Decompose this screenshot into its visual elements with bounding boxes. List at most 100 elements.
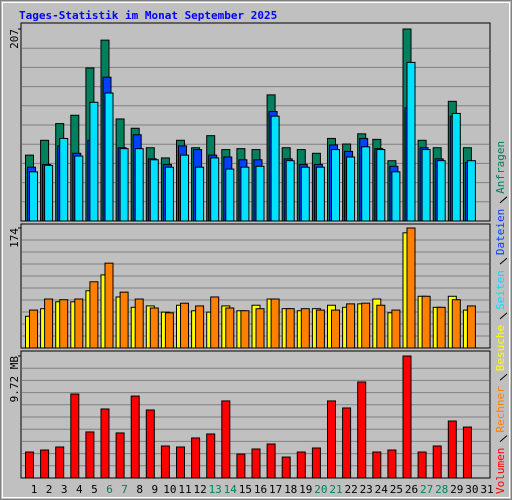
x-tick-label: 14 [224, 483, 238, 496]
bar [387, 449, 397, 479]
y-tick-label: 9.72 MB [8, 356, 21, 403]
bar [85, 431, 95, 479]
bar [270, 298, 280, 349]
bar [391, 171, 401, 222]
bar [331, 149, 340, 222]
bar [255, 308, 265, 349]
bar [406, 227, 416, 349]
bar [296, 451, 306, 479]
bar [311, 447, 321, 479]
bar [466, 160, 476, 222]
x-tick-label: 22 [344, 483, 357, 496]
bar [149, 307, 159, 349]
bar [44, 298, 54, 349]
bar [466, 305, 476, 349]
bar [327, 400, 336, 479]
bar [70, 393, 80, 479]
x-tick-label: 23 [360, 483, 373, 496]
bar [361, 146, 371, 222]
x-tick-label: 8 [136, 483, 143, 496]
bar [462, 426, 472, 479]
legend-separator [499, 373, 508, 381]
bar [266, 443, 276, 479]
bar [55, 446, 65, 479]
x-tick-label: 18 [284, 483, 297, 496]
bar [402, 355, 412, 479]
bar [285, 308, 295, 349]
bar [270, 115, 280, 222]
x-tick-label: 29 [450, 483, 463, 496]
bar [59, 137, 69, 222]
bar [240, 310, 250, 349]
x-tick-label: 12 [193, 483, 206, 496]
bar [236, 453, 246, 479]
x-tick-label: 7 [121, 483, 128, 496]
bar [240, 166, 250, 222]
bar [206, 433, 216, 479]
bar [74, 155, 84, 222]
legend-entry: Rechner [494, 386, 507, 433]
bar [285, 160, 295, 222]
x-tick-label: 27 [420, 483, 433, 496]
bar [134, 148, 144, 222]
bar [417, 451, 427, 479]
x-tick-label: 10 [163, 483, 176, 496]
bar [104, 92, 114, 222]
bar [421, 149, 431, 222]
bar [59, 299, 69, 349]
bar [89, 101, 99, 222]
legend-separator [499, 196, 508, 204]
x-tick-label: 24 [375, 483, 389, 496]
x-tick-label: 11 [178, 483, 191, 496]
bar [361, 302, 371, 349]
bar [376, 149, 386, 222]
bar [115, 432, 125, 479]
bar [89, 281, 99, 349]
bar [436, 306, 446, 349]
bar [451, 112, 461, 222]
legend-separator [499, 435, 508, 443]
legend-separator [499, 312, 508, 320]
legend-entry: Volumen [494, 448, 507, 494]
x-tick-label: 20 [314, 483, 327, 496]
x-tick-label: 31 [480, 483, 493, 496]
x-tick-label: 30 [465, 483, 478, 496]
bar [372, 451, 382, 479]
legend-entry: Seiten [494, 270, 507, 310]
bar [195, 166, 205, 222]
x-tick-label: 9 [151, 483, 158, 496]
x-tick-label: 4 [76, 483, 83, 496]
bar [436, 160, 446, 222]
chart-title: Tages-Statistik im Monat September 2025 [19, 9, 277, 22]
bar [25, 451, 34, 479]
bar [119, 148, 129, 222]
x-tick-label: 17 [269, 483, 282, 496]
bar [376, 304, 386, 349]
bar [315, 309, 325, 349]
bar [195, 305, 205, 349]
bar [130, 395, 140, 479]
legend-separator [499, 257, 508, 265]
bar [221, 400, 231, 479]
x-tick-label: 26 [405, 483, 418, 496]
legend-entry: Anfragen [494, 141, 507, 194]
x-tick-label: 1 [31, 483, 38, 496]
x-tick-label: 15 [239, 483, 252, 496]
bar [40, 449, 50, 479]
y-tick-label: 174 [8, 228, 21, 248]
bar [191, 437, 201, 479]
bar [160, 445, 170, 479]
bar [406, 61, 416, 222]
bar [44, 164, 54, 222]
x-tick-label: 28 [435, 483, 448, 496]
bar [315, 166, 325, 222]
bar [210, 157, 220, 222]
bar [225, 307, 235, 349]
x-tick-label: 19 [299, 483, 312, 496]
bar [164, 166, 174, 222]
x-tick-label: 13 [209, 483, 222, 496]
bar [134, 298, 144, 349]
x-tick-label: 6 [106, 483, 113, 496]
bar [225, 168, 235, 222]
